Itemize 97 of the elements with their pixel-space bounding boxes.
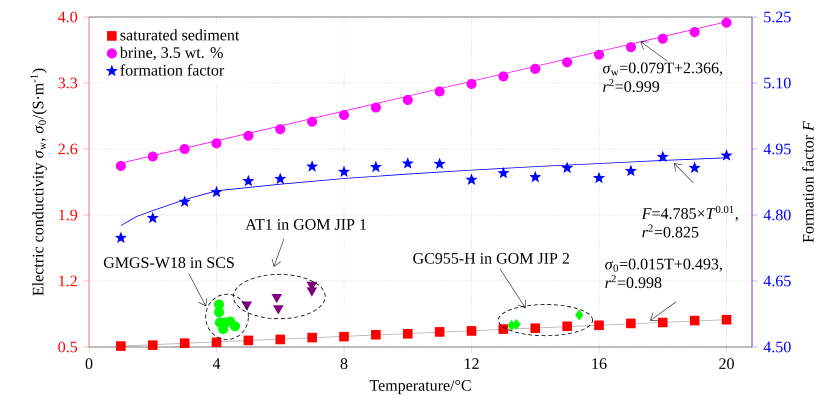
- point: [626, 318, 636, 328]
- point: [562, 57, 572, 68]
- annotation: GMGS-W18 in SCS: [104, 257, 234, 268]
- annotation: AT1 in GOM JIP 1: [245, 219, 366, 230]
- legend-label: saturated sediment: [120, 29, 240, 40]
- y2-tick-label: 5.10: [764, 78, 791, 88]
- y2-tick-label: 4.65: [764, 276, 791, 286]
- point: [466, 78, 477, 90]
- legend-label: brine, 3.5 wt. %: [120, 46, 223, 60]
- point: [530, 323, 540, 333]
- point: [210, 186, 222, 197]
- point: [402, 329, 413, 339]
- x-tick-label: 8: [340, 358, 348, 370]
- point: [242, 175, 254, 186]
- y2-axis-title: Formation factor F: [802, 121, 814, 242]
- point: [306, 287, 317, 296]
- point: [115, 232, 126, 243]
- point: [370, 161, 382, 172]
- point: [658, 318, 668, 328]
- point: [434, 158, 446, 169]
- point: [275, 124, 286, 134]
- point: [272, 294, 282, 303]
- point: [230, 321, 240, 332]
- y-tick-label: 2.6: [58, 144, 78, 154]
- point: [339, 332, 349, 342]
- point: [371, 330, 381, 340]
- point: [148, 151, 158, 162]
- point: [370, 102, 381, 113]
- y-tick-label: 1.2: [59, 276, 77, 286]
- point: [498, 167, 509, 178]
- point: [625, 165, 636, 176]
- point: [690, 27, 700, 38]
- x-tick-label: 20: [719, 358, 734, 370]
- point: [180, 144, 190, 154]
- point: [690, 316, 700, 326]
- point: [148, 340, 158, 350]
- point: [243, 130, 254, 141]
- point: [498, 324, 508, 334]
- point: [214, 307, 224, 318]
- point: [721, 18, 732, 28]
- point: [530, 171, 541, 182]
- point: [498, 71, 508, 82]
- x-tick-label: 12: [464, 358, 479, 369]
- point: [720, 150, 732, 160]
- y2-tick-label: 4.80: [764, 210, 791, 220]
- y2-tick-label: 5.25: [764, 12, 791, 22]
- annotation: σ$_{0}$=0.015T+0.493, r$^{2}$=0.998: [605, 258, 722, 288]
- annotation: σ$_{w}$=0.079T+2.366, r$^{2}$=0.999: [602, 62, 722, 92]
- x-tick-label: 4: [212, 358, 220, 369]
- point: [689, 162, 700, 173]
- text: F=4.785×T$^{0.01}$, r$^{2}$=0.825: [642, 206, 738, 238]
- point: [180, 338, 190, 348]
- point: [594, 50, 604, 60]
- y-tick-label: 1.9: [59, 210, 78, 220]
- point: [116, 160, 126, 172]
- point: [594, 320, 604, 330]
- point: [722, 314, 732, 324]
- point: [338, 166, 350, 177]
- point: [212, 337, 222, 348]
- point: [466, 174, 478, 185]
- legend-label: formation factor: [120, 64, 224, 76]
- point: [307, 332, 317, 342]
- y2-tick-label: 4.95: [764, 144, 791, 154]
- point: [306, 160, 318, 172]
- y-tick-label: 0.5: [58, 342, 78, 352]
- point: [562, 321, 572, 332]
- point: [657, 151, 668, 162]
- x-tick-label: 0: [86, 358, 92, 370]
- x-axis-title: Temperature/°C: [370, 380, 471, 394]
- point: [626, 42, 636, 52]
- point: [275, 334, 286, 344]
- point: [593, 172, 605, 183]
- point: [530, 64, 540, 74]
- point: [658, 34, 668, 44]
- y2-tick-label: 4.50: [764, 342, 791, 352]
- point: [512, 319, 521, 330]
- point: [466, 326, 476, 336]
- annotation: GC955-H in GOM JIP 2: [413, 252, 570, 264]
- point: [244, 336, 254, 346]
- point: [575, 310, 584, 320]
- point: [211, 138, 222, 148]
- point: [434, 86, 445, 97]
- point: [274, 173, 286, 184]
- x-tick-label: 16: [592, 358, 607, 370]
- point: [307, 116, 318, 127]
- point: [338, 110, 350, 120]
- y-tick-label: 4.0: [58, 12, 78, 22]
- point: [402, 158, 414, 168]
- point: [402, 94, 413, 106]
- point: [147, 212, 158, 223]
- point: [562, 162, 573, 173]
- point: [273, 305, 284, 314]
- point: [179, 196, 190, 207]
- point: [116, 341, 126, 351]
- point: [434, 327, 444, 337]
- y-tick-label: 3.3: [58, 78, 78, 88]
- text: Electric conductivity σ$_{w}$, σ$_{0}$/(S·m$^{-1}$): [30, 68, 47, 296]
